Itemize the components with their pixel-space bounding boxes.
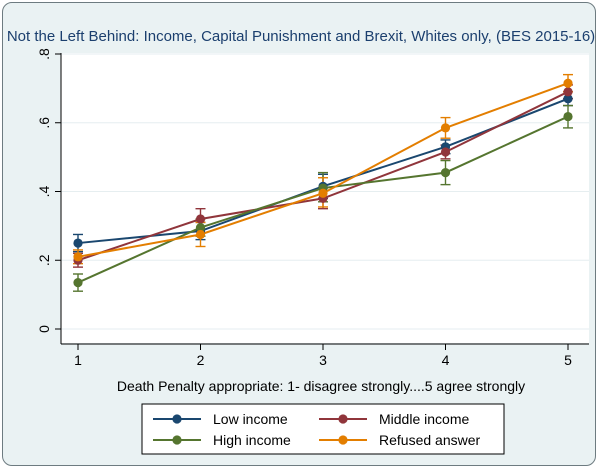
- y-tick-label: 0: [36, 325, 52, 333]
- x-tick-label: 1: [74, 352, 82, 368]
- series-markers: [73, 78, 573, 288]
- high-income-point: [73, 277, 83, 288]
- x-tick-label: 2: [197, 352, 205, 368]
- refused-answer-point: [318, 188, 328, 198]
- refused-answer-point: [440, 123, 451, 133]
- refused-answer-point: [195, 229, 206, 240]
- x-tick-label: 3: [319, 352, 327, 368]
- refused-answer-point: [563, 78, 573, 88]
- legend-swatch-marker-high-income: [172, 435, 182, 445]
- legend-swatch-marker-low-income: [172, 414, 182, 424]
- y-tick-label: .8: [36, 48, 52, 60]
- refused-answer-point: [73, 252, 83, 262]
- legend-label-low-income: Low income: [213, 411, 288, 427]
- x-tick-label: 5: [564, 352, 572, 368]
- middle-income-point: [195, 214, 206, 224]
- low-income-point: [73, 238, 83, 248]
- legend-label-high-income: High income: [213, 432, 291, 448]
- x-axis-title: Death Penalty appropriate: 1- disagree s…: [117, 378, 525, 394]
- legend-swatch-marker-refused-answer: [338, 435, 348, 445]
- y-tick-label: .4: [36, 185, 52, 197]
- low-income-point: [563, 94, 573, 104]
- y-tick-label: .2: [36, 254, 52, 266]
- line-chart: Not the Left Behind: Income, Capital Pun…: [7, 28, 595, 455]
- y-tick-label: .6: [36, 117, 52, 129]
- legend-label-refused-answer: Refused answer: [379, 432, 481, 448]
- legend-label-middle-income: Middle income: [379, 411, 469, 427]
- axes: 0 .2 .4 .6 .8 1 2 3 4 5: [36, 48, 589, 368]
- legend-swatch-marker-middle-income: [338, 414, 348, 424]
- high-income-point: [563, 111, 573, 122]
- legend-box: [141, 403, 505, 455]
- middle-income-point: [563, 87, 573, 97]
- high-income-point: [440, 167, 451, 178]
- high-income-point: [195, 222, 206, 233]
- chart-title: Not the Left Behind: Income, Capital Pun…: [7, 28, 595, 45]
- chart-frame: Not the Left Behind: Income, Capital Pun…: [2, 2, 596, 466]
- legend: Low income Middle income High income Refuse…: [141, 403, 505, 455]
- middle-income-point: [440, 147, 451, 157]
- x-tick-label: 4: [442, 352, 450, 368]
